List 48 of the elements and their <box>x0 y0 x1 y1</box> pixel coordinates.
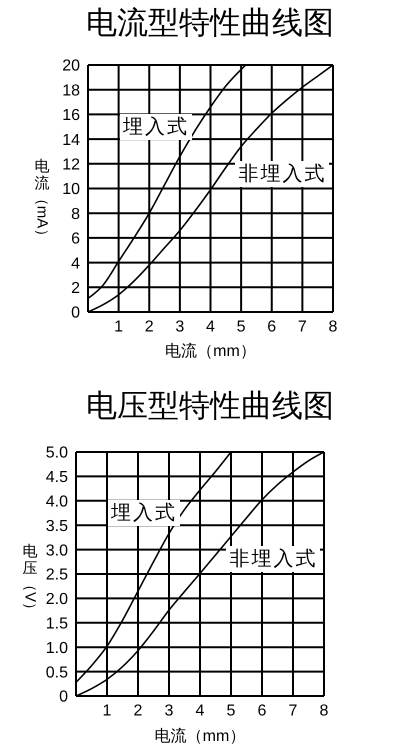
x-tick-label: 8 <box>320 702 329 720</box>
y-tick-label: 0.5 <box>46 664 68 682</box>
x-tick-label: 2 <box>134 702 143 720</box>
x-tick-label: 3 <box>164 702 174 720</box>
y-tick-label: 2.0 <box>46 591 68 608</box>
y-axis-title: 电流（mA） <box>34 158 50 244</box>
y-tick-label: 20 <box>62 58 80 75</box>
y-tick-label: 2.5 <box>46 566 68 584</box>
x-axis-title: 电流（mm） <box>164 342 257 362</box>
series-label: 非埋入式 <box>226 546 320 572</box>
x-tick-label: 7 <box>298 318 307 336</box>
y-tick-label: 1.5 <box>46 615 68 632</box>
x-tick-label: 1 <box>114 318 124 336</box>
chart-title: 电流型特性曲线图 <box>85 5 335 41</box>
y-tick-label: 16 <box>62 107 80 124</box>
y-tick-label: 0 <box>71 304 80 322</box>
series-label: 非埋入式 <box>235 160 330 187</box>
y-tick-label: 0 <box>59 688 68 706</box>
y-tick-label: 4 <box>71 255 80 272</box>
x-tick-label: 6 <box>267 318 276 336</box>
y-tick-label: 3.0 <box>46 542 68 560</box>
y-tick-label: 3.5 <box>46 518 68 535</box>
y-tick-label: 4.0 <box>46 493 68 510</box>
y-axis-title: 电压（V） <box>22 542 38 618</box>
x-tick-label: 7 <box>288 702 298 720</box>
x-tick-label: 8 <box>328 318 338 336</box>
y-tick-label: 1.0 <box>46 640 68 657</box>
x-tick-label: 2 <box>144 318 154 336</box>
y-tick-label: 6 <box>71 230 80 248</box>
chart-title: 电压型特性曲线图 <box>85 388 335 424</box>
x-axis-title: 电流（mm） <box>154 726 246 747</box>
x-tick-label: 3 <box>175 318 184 336</box>
y-tick-label: 5.0 <box>46 444 68 462</box>
y-tick-label: 2 <box>71 280 80 297</box>
x-tick-label: 6 <box>258 702 267 720</box>
y-tick-label: 10 <box>62 181 80 198</box>
y-tick-label: 12 <box>62 156 80 174</box>
series-label: 埋入式 <box>108 500 180 526</box>
series-label: 埋入式 <box>120 114 192 140</box>
y-tick-label: 8 <box>71 206 80 223</box>
y-tick-label: 4.5 <box>46 469 68 486</box>
x-tick-label: 4 <box>206 318 216 336</box>
y-tick-label: 18 <box>62 82 80 100</box>
x-tick-label: 5 <box>226 702 236 720</box>
x-tick-label: 5 <box>236 318 246 336</box>
x-tick-label: 4 <box>196 702 205 720</box>
y-tick-label: 14 <box>62 132 80 149</box>
x-tick-label: 1 <box>102 702 112 720</box>
